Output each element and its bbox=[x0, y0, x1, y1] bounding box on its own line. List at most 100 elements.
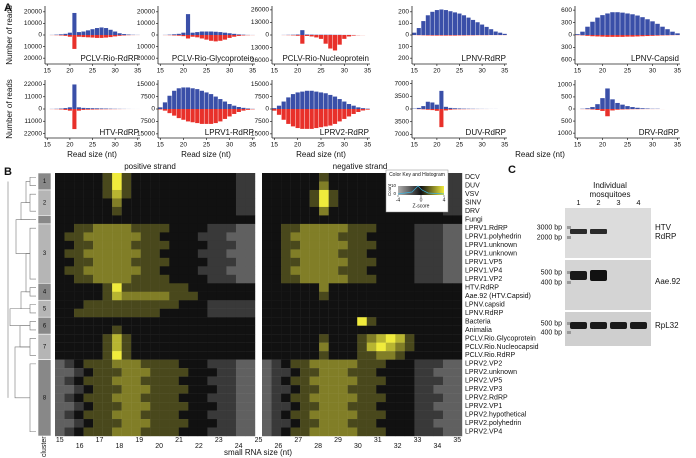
heatmap-cell bbox=[395, 359, 406, 369]
heatmap-cell bbox=[385, 317, 396, 326]
heatmap-cell bbox=[216, 325, 227, 335]
heatmap-cell bbox=[178, 359, 189, 369]
heatmap-cell bbox=[366, 317, 377, 326]
heatmap-cell bbox=[83, 359, 94, 369]
heatmap-cell bbox=[309, 249, 320, 259]
heatmap-cell bbox=[64, 173, 75, 182]
heatmap-cell bbox=[309, 257, 320, 267]
bar bbox=[605, 35, 610, 37]
heatmap-cell bbox=[159, 419, 170, 428]
heatmap-cell bbox=[245, 334, 256, 343]
dendrogram-branch bbox=[29, 176, 36, 187]
bar bbox=[337, 109, 342, 122]
heatmap-cell bbox=[271, 325, 282, 335]
bar bbox=[113, 31, 118, 35]
heatmap-cell bbox=[328, 393, 339, 403]
heatmap-cell bbox=[112, 419, 122, 428]
bar bbox=[209, 31, 214, 35]
heatmap-cell bbox=[442, 325, 453, 335]
heatmap-cell bbox=[262, 317, 272, 326]
heatmap-cell bbox=[55, 291, 65, 301]
heatmap-cell bbox=[309, 334, 320, 343]
heatmap-cell bbox=[347, 368, 358, 377]
heatmap-cell bbox=[245, 266, 256, 276]
heatmap-cell bbox=[169, 342, 180, 352]
heatmap-cell bbox=[452, 173, 463, 182]
heatmap-cell bbox=[159, 181, 170, 191]
heatmap-cell bbox=[347, 198, 358, 208]
heatmap-cell bbox=[366, 266, 377, 276]
heatmap-cell bbox=[112, 215, 122, 225]
heatmap-cell bbox=[309, 215, 320, 225]
heatmap-cell bbox=[319, 291, 329, 301]
heatmap-cell bbox=[357, 215, 367, 225]
bar bbox=[199, 35, 204, 39]
heatmap-cell bbox=[245, 317, 256, 326]
heatmap-cell bbox=[74, 283, 84, 292]
heatmap-cell bbox=[64, 257, 75, 267]
heatmap-cell bbox=[121, 419, 132, 428]
heatmap-cell bbox=[140, 368, 151, 377]
heatmap-cell bbox=[197, 419, 208, 428]
heatmap-cell bbox=[338, 274, 348, 284]
heatmap-cell bbox=[338, 317, 348, 326]
heatmap-cell bbox=[452, 359, 463, 369]
heatmap-cell bbox=[112, 300, 122, 309]
heatmap-cell bbox=[178, 419, 189, 428]
heatmap-cell bbox=[395, 419, 406, 428]
heatmap-cell bbox=[338, 342, 348, 352]
heatmap-cell bbox=[338, 385, 348, 394]
heatmap-cell bbox=[226, 359, 237, 369]
bar bbox=[620, 35, 625, 37]
heatmap-cell bbox=[197, 342, 208, 352]
heatmap-cell bbox=[169, 359, 180, 369]
bar bbox=[640, 35, 645, 37]
bar bbox=[655, 35, 660, 36]
heatmap-cell bbox=[207, 189, 218, 199]
heatmap-cell bbox=[347, 300, 358, 309]
heatmap-cell bbox=[433, 393, 444, 403]
heatmap-cell bbox=[414, 385, 425, 394]
heatmap-cell bbox=[452, 325, 463, 335]
heatmap-cell bbox=[159, 376, 170, 386]
heatmap-cell bbox=[328, 376, 339, 386]
column-label: 30 bbox=[354, 443, 362, 450]
heatmap-cell bbox=[395, 308, 406, 318]
heatmap-cell bbox=[347, 334, 358, 343]
heatmap-cell bbox=[55, 385, 65, 394]
heatmap-cell bbox=[131, 291, 141, 301]
heatmap-cell bbox=[178, 325, 189, 335]
x-tick-label: 15 bbox=[157, 142, 165, 149]
bar bbox=[167, 95, 172, 109]
row-label: PCLV.Rio.Nucleocapsid bbox=[465, 344, 539, 351]
heatmap-cell bbox=[366, 181, 377, 191]
heatmap-cell bbox=[357, 189, 367, 199]
heatmap-cell bbox=[262, 334, 272, 343]
heatmap-cell bbox=[262, 257, 272, 267]
heatmap-cell bbox=[338, 215, 348, 225]
heatmap-cell bbox=[245, 300, 256, 309]
heatmap-cell bbox=[319, 351, 329, 360]
heatmap-cell bbox=[319, 317, 329, 326]
heatmap-cell bbox=[55, 410, 65, 420]
heatmap-cell bbox=[414, 223, 425, 233]
heatmap-cell bbox=[74, 291, 84, 301]
heatmap-cell bbox=[290, 283, 301, 292]
row-label: LPRV1.VP4 bbox=[465, 267, 502, 274]
heatmap-cell bbox=[433, 215, 444, 225]
heatmap-cell bbox=[121, 393, 132, 403]
heatmap-cell bbox=[290, 215, 301, 225]
heatmap-cell bbox=[159, 283, 170, 292]
heatmap-cell bbox=[423, 249, 434, 259]
heatmap-cell bbox=[131, 393, 141, 403]
heatmap-cell bbox=[188, 325, 199, 335]
heatmap-cell bbox=[328, 317, 339, 326]
heatmap-cell bbox=[300, 257, 310, 267]
heatmap-cell bbox=[357, 402, 367, 411]
heatmap-cell bbox=[55, 376, 65, 386]
bar bbox=[600, 35, 605, 37]
marker-label: 400 bp bbox=[541, 279, 563, 286]
heatmap-cell bbox=[338, 300, 348, 309]
heatmap-cell bbox=[150, 283, 160, 292]
gel-band bbox=[590, 322, 607, 329]
